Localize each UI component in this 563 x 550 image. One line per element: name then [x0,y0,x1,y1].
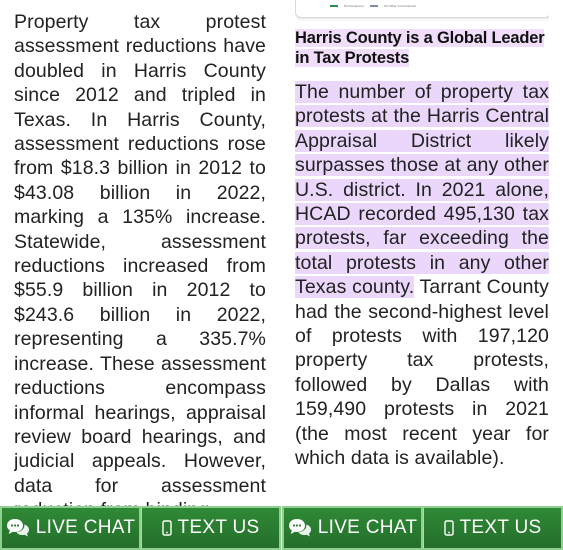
left-column: Property tax protest assessment reductio… [14,0,266,506]
legend-label-commercial: All Other Commercial [383,4,416,8]
text-us-button[interactable]: TEXT US [423,506,563,550]
highlighted-text: The number of property tax protests at t… [295,81,549,299]
text-us-label: TEXT US [459,517,542,538]
chat-bubbles-icon [6,518,30,538]
chart-card: Homeowners All Other Commercial [295,0,549,18]
legend-label-homeowners: Homeowners [344,4,364,8]
phone-icon [443,520,454,536]
legend-swatch-homeowners [330,5,338,7]
contact-bar-right: LIVE CHAT TEXT US [282,506,563,550]
contact-bar-left: LIVE CHAT TEXT US [0,506,281,550]
live-chat-button[interactable]: LIVE CHAT [282,506,423,550]
right-column: Homeowners All Other Commercial Harris C… [295,0,549,506]
section-heading-text: Harris County is a Global Leader in Tax … [295,29,545,67]
live-chat-label: LIVE CHAT [317,517,418,538]
text-us-button[interactable]: TEXT US [141,506,281,550]
paragraph-continuation: Tarrant County had the second-highest le… [295,276,549,470]
section-heading: Harris County is a Global Leader in Tax … [295,28,549,68]
left-paragraph: Property tax protest assessment reductio… [14,11,266,506]
right-paragraph: The number of property tax protests at t… [295,80,549,471]
live-chat-button[interactable]: LIVE CHAT [0,506,141,550]
chart-legend: Homeowners All Other Commercial [330,4,416,8]
phone-icon [161,520,172,536]
legend-swatch-commercial [369,5,378,7]
live-chat-label: LIVE CHAT [35,517,136,538]
chat-bubbles-icon [288,518,312,538]
text-us-label: TEXT US [177,517,260,538]
